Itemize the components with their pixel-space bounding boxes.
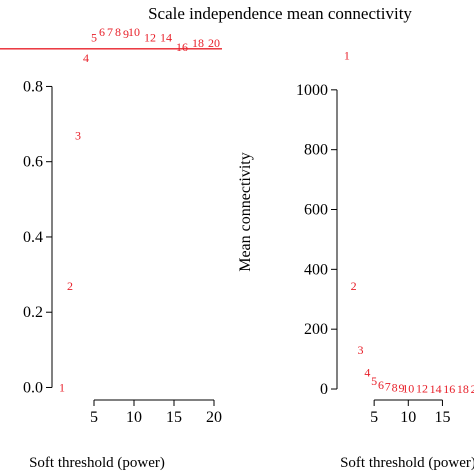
- x-tick-label: 15: [166, 409, 182, 426]
- x-axis-label: Soft threshold (power): [29, 455, 165, 471]
- data-point-label: 18: [457, 382, 469, 396]
- x-tick-label: 15: [434, 409, 450, 426]
- data-point-label: 12: [144, 31, 156, 45]
- data-point-label: 9: [123, 27, 129, 41]
- data-point-label: 20: [471, 382, 474, 396]
- data-point-label: 5: [91, 31, 97, 45]
- data-point-label: 9: [398, 381, 404, 395]
- x-axis-label: Soft threshold (power): [340, 455, 474, 471]
- y-tick-label: 0.2: [23, 304, 43, 321]
- y-tick-label: 0.0: [23, 379, 43, 396]
- x-tick-label: 10: [400, 409, 416, 426]
- data-point-label: 8: [392, 381, 398, 395]
- data-point-label: 16: [443, 382, 455, 396]
- data-point-label: 18: [192, 36, 204, 50]
- y-tick-label: 600: [304, 202, 328, 219]
- data-point-label: 1: [344, 48, 350, 62]
- data-point-label: 6: [378, 378, 384, 392]
- data-point-label: 20: [208, 36, 220, 50]
- y-tick-label: 1000: [296, 82, 328, 99]
- x-tick-label: 20: [206, 409, 222, 426]
- data-point-label: 8: [115, 25, 121, 39]
- data-point-label: 14: [160, 31, 172, 45]
- y-axis-label: Mean connectivity: [237, 152, 254, 272]
- data-point-label: 6: [99, 25, 105, 39]
- data-point-label: 14: [430, 382, 442, 396]
- data-point-label: 3: [75, 128, 81, 142]
- x-tick-label: 5: [90, 409, 98, 426]
- data-point-label: 7: [385, 380, 391, 394]
- y-tick-label: 0.8: [23, 78, 43, 95]
- x-tick-label: 10: [126, 409, 142, 426]
- y-tick-label: 400: [304, 261, 328, 278]
- data-point-label: 7: [107, 25, 113, 39]
- data-point-label: 10: [402, 381, 414, 395]
- y-tick-label: 200: [304, 321, 328, 338]
- data-point-label: 10: [128, 25, 140, 39]
- x-tick-label: 5: [370, 409, 378, 426]
- y-tick-label: 0.6: [23, 154, 43, 171]
- chart-title: Scale independence mean connectivity: [148, 4, 412, 23]
- data-point-label: 3: [357, 343, 363, 357]
- y-tick-label: 0.4: [23, 229, 43, 246]
- data-point-label: 2: [67, 279, 73, 293]
- data-point-label: 5: [371, 374, 377, 388]
- y-tick-label: 800: [304, 142, 328, 159]
- data-point-label: 2: [351, 279, 357, 293]
- data-point-label: 16: [176, 40, 188, 54]
- data-point-label: 12: [416, 382, 428, 396]
- data-point-label: 4: [83, 51, 89, 65]
- data-point-label: 4: [364, 366, 370, 380]
- y-tick-label: 0: [320, 381, 328, 398]
- data-point-label: 1: [59, 380, 65, 394]
